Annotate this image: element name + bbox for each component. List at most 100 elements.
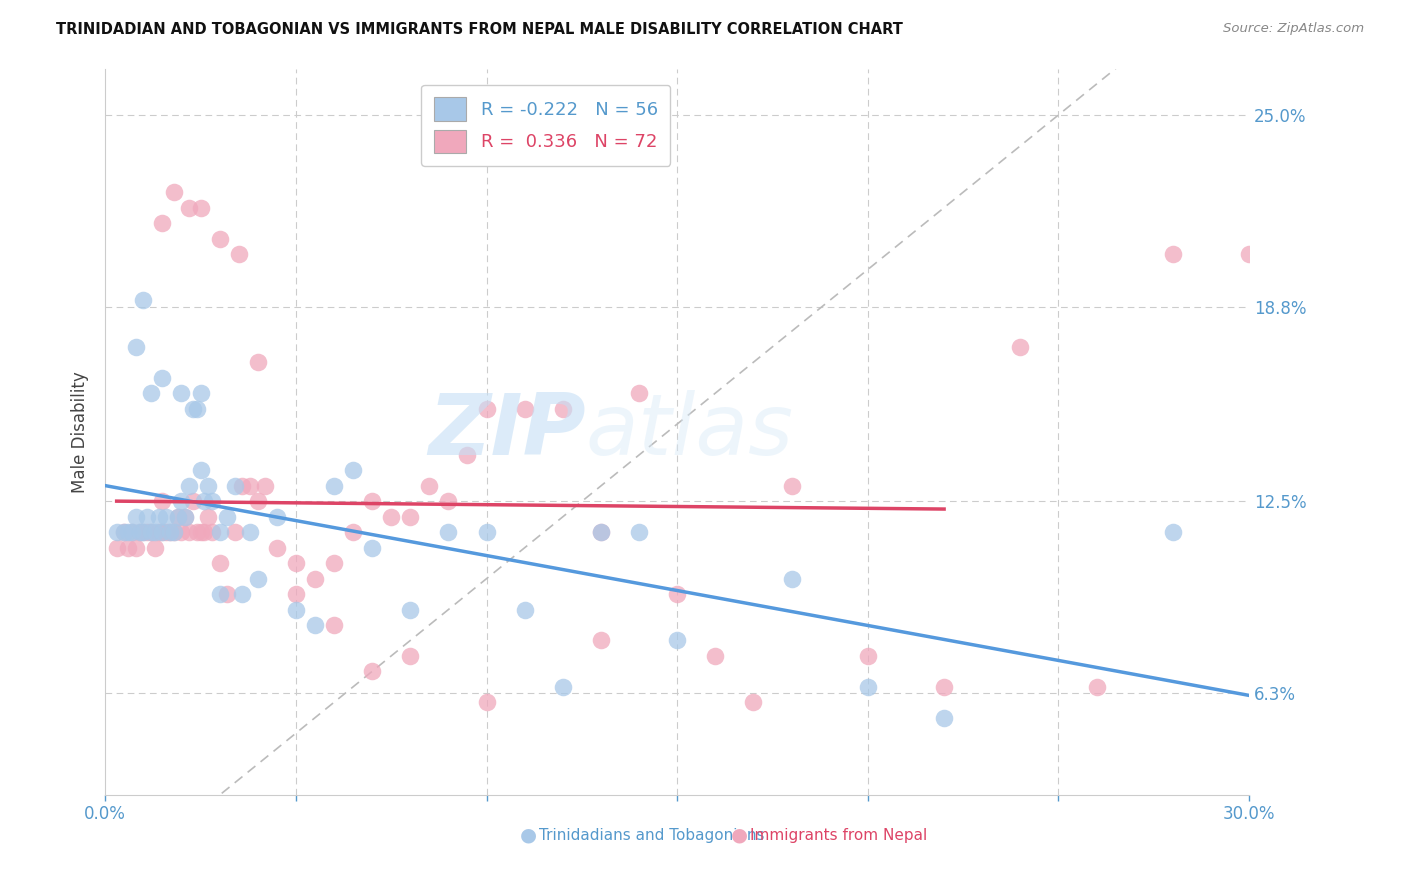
Point <box>152 216 174 230</box>
Point <box>201 525 224 540</box>
Point <box>136 525 159 540</box>
Point <box>121 525 143 540</box>
Text: ●: ● <box>520 826 537 845</box>
Point <box>224 479 246 493</box>
Point <box>181 401 204 416</box>
Point <box>170 494 193 508</box>
Point <box>159 525 181 540</box>
Point <box>105 525 128 540</box>
Point <box>143 525 166 540</box>
Point <box>166 509 188 524</box>
Point <box>361 494 384 508</box>
Point <box>208 231 231 245</box>
Point <box>132 525 155 540</box>
Point <box>208 587 231 601</box>
Point <box>628 525 651 540</box>
Point <box>456 448 478 462</box>
Point <box>284 587 307 601</box>
Point <box>201 494 224 508</box>
Point <box>190 525 212 540</box>
Point <box>217 509 239 524</box>
Point <box>125 509 148 524</box>
Point <box>551 401 574 416</box>
Point <box>132 525 155 540</box>
Point <box>589 633 612 648</box>
Point <box>246 572 269 586</box>
Point <box>513 602 536 616</box>
Point <box>513 401 536 416</box>
Point <box>155 509 177 524</box>
Point <box>380 509 402 524</box>
Point <box>475 401 498 416</box>
Point <box>1161 525 1184 540</box>
Point <box>152 525 174 540</box>
Legend: R = -0.222   N = 56, R =  0.336   N = 72: R = -0.222 N = 56, R = 0.336 N = 72 <box>420 85 671 166</box>
Point <box>361 665 384 679</box>
Point <box>437 525 460 540</box>
Point <box>228 247 250 261</box>
Point <box>163 185 186 199</box>
Point <box>239 525 262 540</box>
Point <box>1010 340 1032 354</box>
Point <box>418 479 440 493</box>
Point <box>128 525 150 540</box>
Point <box>174 509 197 524</box>
Point <box>342 525 364 540</box>
Point <box>139 525 162 540</box>
Point <box>323 479 346 493</box>
Point <box>246 355 269 369</box>
Point <box>190 463 212 477</box>
Point <box>177 201 200 215</box>
Point <box>128 525 150 540</box>
Point <box>666 587 689 601</box>
Point <box>856 680 879 694</box>
Point <box>174 509 197 524</box>
Point <box>190 201 212 215</box>
Point <box>780 479 803 493</box>
Point <box>932 680 955 694</box>
Point <box>117 541 139 555</box>
Point <box>551 680 574 694</box>
Point <box>159 525 181 540</box>
Point <box>266 509 288 524</box>
Point <box>217 587 239 601</box>
Point <box>231 587 253 601</box>
Point <box>475 525 498 540</box>
Point <box>132 293 155 308</box>
Text: Immigrants from Nepal: Immigrants from Nepal <box>751 828 928 843</box>
Point <box>323 556 346 570</box>
Point <box>105 541 128 555</box>
Point <box>177 525 200 540</box>
Point <box>1161 247 1184 261</box>
Point <box>148 525 170 540</box>
Point <box>628 386 651 401</box>
Point <box>170 525 193 540</box>
Point <box>112 525 135 540</box>
Point <box>193 525 215 540</box>
Point <box>186 401 208 416</box>
Point <box>284 602 307 616</box>
Point <box>170 386 193 401</box>
Point <box>780 572 803 586</box>
Point <box>166 509 188 524</box>
Point <box>125 541 148 555</box>
Point <box>254 479 277 493</box>
Point <box>148 509 170 524</box>
Point <box>224 525 246 540</box>
Point <box>589 525 612 540</box>
Text: ●: ● <box>731 826 748 845</box>
Point <box>239 479 262 493</box>
Point <box>231 479 253 493</box>
Point <box>284 556 307 570</box>
Point <box>125 340 148 354</box>
Point <box>304 572 326 586</box>
Point <box>399 648 422 663</box>
Point <box>399 602 422 616</box>
Point <box>152 494 174 508</box>
Point <box>1085 680 1108 694</box>
Point <box>121 525 143 540</box>
Point <box>139 386 162 401</box>
Point <box>304 618 326 632</box>
Point <box>193 494 215 508</box>
Text: Trinidadians and Tobagonians: Trinidadians and Tobagonians <box>540 828 765 843</box>
